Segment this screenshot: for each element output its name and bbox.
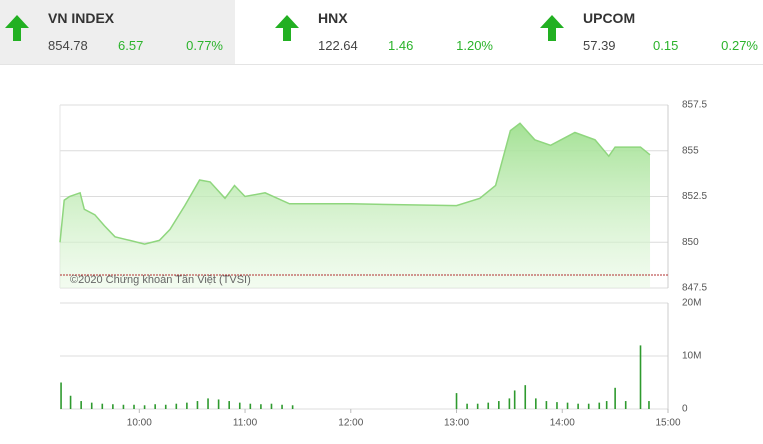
y-tick-label: 20M — [682, 298, 701, 309]
volume-bar — [207, 398, 209, 409]
volume-bar — [291, 405, 294, 409]
volume-bar — [101, 403, 104, 409]
y-tick-label: 855 — [682, 145, 699, 156]
volume-bar — [175, 403, 178, 409]
volume-bar — [587, 403, 590, 409]
index-value: 122.64 — [318, 38, 358, 53]
up-arrow-icon — [540, 15, 564, 41]
index-value: 854.78 — [48, 38, 88, 53]
y-tick-label: 0 — [682, 404, 688, 415]
volume-bar — [228, 401, 230, 409]
y-tick-label: 850 — [682, 237, 699, 248]
index-percent: 0.27% — [721, 38, 758, 53]
volume-bar — [217, 399, 220, 409]
volume-bar — [143, 405, 146, 409]
index-header: VN INDEX 854.78 6.57 0.77% HNX 122.64 1.46 1.20… — [0, 0, 763, 65]
volume-bar — [69, 395, 72, 409]
index-name: HNX — [318, 10, 348, 26]
volume-bar — [639, 345, 642, 409]
volume-bar — [80, 401, 82, 409]
index-cell: UPCOM 57.39 0.15 0.27% — [535, 0, 763, 64]
volume-bar — [260, 404, 262, 409]
up-arrow-icon — [275, 15, 299, 41]
area-fill — [60, 123, 651, 288]
volume-bar — [281, 404, 283, 409]
volume-bar — [122, 404, 125, 409]
up-arrow-icon — [5, 15, 29, 41]
volume-bar — [605, 401, 608, 409]
volume-bar — [196, 401, 199, 409]
volume-bar — [60, 382, 62, 409]
volume-bar — [476, 403, 479, 409]
volume-bar — [498, 401, 500, 409]
index-name: UPCOM — [583, 10, 636, 26]
volume-bar — [154, 404, 156, 409]
y-tick-label: 10M — [682, 351, 701, 362]
volume-bar — [487, 402, 490, 409]
index-value: 57.39 — [583, 38, 616, 53]
volume-bar — [90, 402, 93, 409]
volume-bar — [186, 402, 188, 409]
volume-bar — [466, 403, 468, 409]
volume-bar — [133, 404, 135, 409]
x-tick-label: 12:00 — [338, 418, 363, 429]
watermark: ©2020 Chứng khoán Tân Việt (TVSI) — [70, 274, 251, 286]
volume-bar — [577, 403, 579, 409]
x-tick-label: 14:00 — [550, 418, 575, 429]
volume-bar — [249, 403, 252, 409]
volume-bar — [598, 402, 601, 409]
volume-bar — [455, 393, 458, 409]
volume-bar — [524, 385, 527, 409]
volume-bar — [508, 398, 511, 409]
index-percent: 0.77% — [186, 38, 223, 53]
index-cell: HNX 122.64 1.46 1.20% — [270, 0, 505, 64]
volume-bar — [648, 401, 650, 409]
volume-bar — [513, 390, 516, 409]
index-percent: 1.20% — [456, 38, 493, 53]
volume-bar — [112, 404, 114, 409]
index-change: 0.15 — [653, 38, 679, 53]
price-line — [59, 122, 651, 245]
index-cell: VN INDEX 854.78 6.57 0.77% — [0, 0, 235, 64]
y-tick-label: 847.5 — [682, 283, 707, 294]
x-tick-label: 11:00 — [233, 418, 258, 429]
x-tick-label: 15:00 — [655, 418, 680, 429]
volume-bar — [535, 398, 537, 409]
volume-bar — [238, 402, 241, 409]
volume-bar — [614, 387, 616, 409]
index-change: 1.46 — [388, 38, 414, 53]
x-tick-label: 10:00 — [127, 418, 152, 429]
volume-bar — [556, 402, 558, 409]
volume-bar — [545, 401, 548, 409]
volume-bar — [566, 402, 569, 409]
volume-bar — [270, 403, 273, 409]
x-tick-label: 13:00 — [444, 418, 469, 429]
index-change: 6.57 — [118, 38, 144, 53]
y-tick-label: 852.5 — [682, 191, 707, 202]
volume-bar — [164, 404, 167, 409]
y-tick-label: 857.5 — [682, 100, 707, 111]
index-name: VN INDEX — [48, 10, 115, 26]
volume-bar — [624, 401, 627, 409]
